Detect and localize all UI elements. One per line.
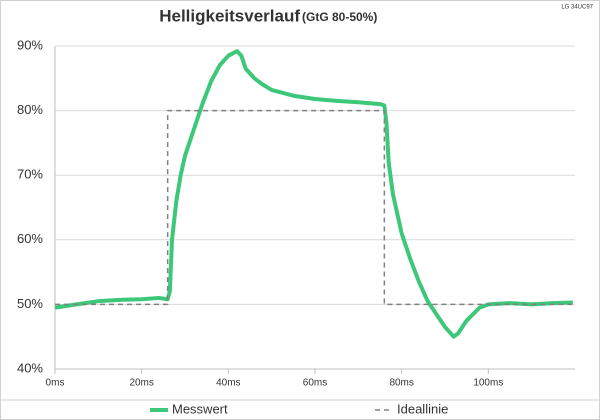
legend-label: Messwert	[172, 401, 228, 416]
x-tick-label: 40ms	[216, 378, 240, 389]
x-tick-label: 60ms	[303, 378, 327, 389]
y-tick-label: 80%	[17, 102, 43, 117]
chart-title: Helligkeitsverlauf	[159, 6, 300, 25]
annotation: LG 34UC97	[561, 5, 593, 11]
x-tick-label: 0ms	[46, 378, 65, 389]
x-tick-label: 80ms	[389, 378, 413, 389]
y-tick-label: 60%	[17, 231, 43, 246]
y-tick-label: 50%	[17, 296, 43, 311]
x-tick-label: 20ms	[129, 378, 153, 389]
y-tick-label: 40%	[17, 360, 43, 375]
legend-label: Ideallinie	[397, 401, 448, 416]
data-line	[55, 109, 575, 306]
x-tick-label: 100ms	[473, 378, 503, 389]
chart-subtitle: (GtG 80-50%)	[302, 10, 377, 24]
y-tick-label: 90%	[17, 37, 43, 52]
y-tick-label: 70%	[17, 167, 43, 182]
data-line	[54, 49, 573, 339]
